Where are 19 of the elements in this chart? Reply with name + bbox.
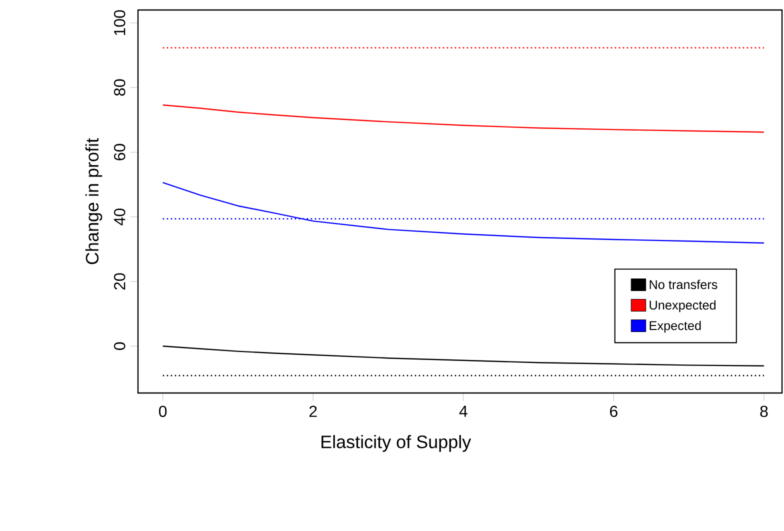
x-tick-label: 2 (309, 406, 317, 417)
y-axis-title: Change in profit (85, 138, 102, 264)
line-series (162, 346, 765, 366)
x-tick-label: 6 (610, 406, 618, 418)
y-tick-label: 100 (114, 10, 126, 36)
line-series (162, 104, 765, 133)
y-tick-label: 20 (114, 273, 126, 290)
x-axis-title: Elasticity of Supply (322, 435, 472, 452)
legend-label: Expected (650, 320, 701, 333)
x-tick-label: 0 (158, 406, 167, 418)
y-tick-label: 0 (114, 342, 126, 350)
x-tick-label: 4 (459, 406, 468, 417)
y-tick-label: 40 (114, 208, 126, 226)
legend-label: Unexpected (650, 300, 716, 312)
legend-label: No transfers (650, 280, 718, 290)
y-tick-label: 60 (114, 144, 126, 160)
x-tick-label: 8 (760, 406, 768, 418)
y-tick-label: 80 (114, 79, 126, 96)
line-series (162, 182, 765, 244)
